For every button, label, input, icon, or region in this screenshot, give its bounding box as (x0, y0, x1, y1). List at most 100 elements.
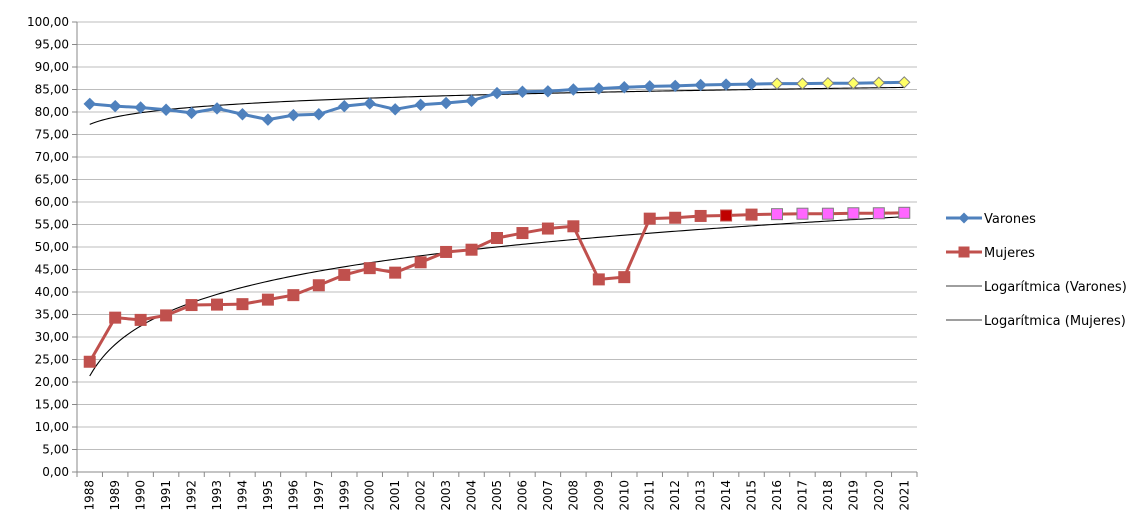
point-mujeres (236, 298, 249, 311)
point-mujeres (567, 220, 580, 233)
point-mujeres (720, 209, 733, 222)
point-mujeres (185, 299, 198, 312)
point-mujeres (592, 273, 605, 286)
x-tick-label: 2013 (694, 480, 708, 511)
point-varones (465, 94, 478, 107)
y-tick-label: 25,00 (35, 353, 69, 367)
x-tick-label: 2018 (821, 480, 835, 511)
point-varones (312, 108, 326, 121)
axes: 0,00 5,00 10,00 15,00 20,00 25,00 30,00 35,00 40… (27, 15, 918, 511)
y-tick-label: 20,00 (35, 375, 69, 389)
point-mujeres (821, 207, 834, 220)
y-tick-label: 90,00 (35, 60, 69, 74)
y-tick-label: 70,00 (35, 150, 69, 164)
x-tick-label: 2020 (872, 480, 886, 511)
point-varones (516, 85, 529, 98)
legend-marker-varones (958, 212, 970, 224)
x-tick-label: 1992 (185, 480, 199, 511)
point-varones (847, 76, 860, 90)
trendline-mujeres (89, 216, 905, 377)
point-mujeres (312, 279, 325, 292)
x-tick-label: 2004 (465, 480, 479, 511)
point-varones (363, 97, 376, 110)
point-mujeres (160, 309, 173, 322)
x-tick-label: 1994 (235, 480, 249, 511)
point-mujeres (414, 256, 427, 269)
point-varones (592, 82, 606, 95)
point-mujeres (541, 222, 554, 235)
point-mujeres (389, 266, 402, 279)
point-varones (567, 83, 580, 96)
legend-label-logarítmica-varones-: Logarítmica (Varones) (984, 280, 1127, 295)
x-tick-label: 1990 (134, 480, 148, 511)
point-mujeres (491, 232, 503, 244)
x-tick-label: 2017 (795, 480, 809, 511)
trendlines (89, 86, 905, 377)
point-varones (83, 97, 96, 111)
point-varones (745, 77, 758, 91)
x-tick-label: 2001 (388, 480, 402, 511)
point-varones (388, 103, 402, 116)
point-mujeres (261, 293, 274, 306)
point-varones (210, 102, 224, 115)
x-tick-label: 2005 (490, 480, 504, 511)
point-mujeres (465, 243, 478, 256)
x-tick-label: 2012 (668, 480, 682, 511)
x-tick-label: 2019 (846, 480, 860, 511)
point-varones (414, 98, 427, 112)
y-tick-label: 5,00 (42, 443, 69, 457)
point-varones (338, 99, 351, 113)
legend-label-varones: Varones (984, 212, 1036, 227)
data-series (83, 76, 911, 368)
point-mujeres (643, 212, 656, 225)
point-varones (261, 113, 275, 126)
y-tick-label: 85,00 (35, 83, 69, 97)
point-mujeres (796, 207, 809, 220)
point-varones (770, 77, 784, 90)
point-varones (694, 78, 707, 92)
legend-label-mujeres: Mujeres (984, 246, 1035, 261)
point-mujeres (134, 313, 147, 326)
x-tick-label: 2003 (439, 480, 453, 511)
point-mujeres (847, 207, 860, 220)
point-mujeres (83, 355, 96, 368)
point-varones (872, 76, 886, 89)
point-varones (108, 99, 122, 113)
x-tick-label: 1988 (83, 480, 97, 511)
point-varones (719, 78, 733, 91)
point-mujeres (338, 268, 351, 281)
point-mujeres (694, 209, 707, 222)
point-varones (159, 103, 173, 116)
y-tick-label: 95,00 (35, 38, 69, 52)
y-tick-label: 100,00 (27, 15, 69, 29)
x-tick-label: 2014 (719, 480, 733, 511)
x-tick-label: 2002 (414, 480, 428, 511)
y-tick-label: 60,00 (35, 195, 69, 209)
point-varones (898, 76, 911, 89)
point-mujeres (771, 208, 783, 221)
point-mujeres (363, 262, 376, 275)
legend-label-logarítmica-mujeres-: Logarítmica (Mujeres) (984, 314, 1126, 329)
point-varones (541, 85, 555, 98)
point-mujeres (872, 207, 885, 220)
x-tick-label: 2007 (541, 480, 555, 511)
x-tick-label: 1996 (286, 480, 300, 511)
point-mujeres (440, 245, 453, 258)
legend-marker-mujeres (958, 246, 970, 258)
y-tick-label: 30,00 (35, 330, 69, 344)
x-tick-label: 1997 (312, 480, 326, 511)
y-tick-label: 15,00 (35, 398, 69, 412)
x-tick-label: 1991 (159, 480, 173, 511)
x-tick-label: 1995 (261, 480, 275, 511)
y-tick-label: 65,00 (35, 173, 69, 187)
x-tick-label: 2000 (363, 480, 377, 511)
legend: Varones Mujeres Logarítmica (Varones) Logar… (946, 212, 1127, 329)
point-varones (796, 77, 809, 90)
y-tick-label: 0,00 (42, 465, 69, 479)
x-tick-label: 2011 (643, 480, 657, 511)
point-varones (490, 86, 504, 100)
point-mujeres (109, 311, 122, 324)
point-varones (134, 101, 147, 114)
